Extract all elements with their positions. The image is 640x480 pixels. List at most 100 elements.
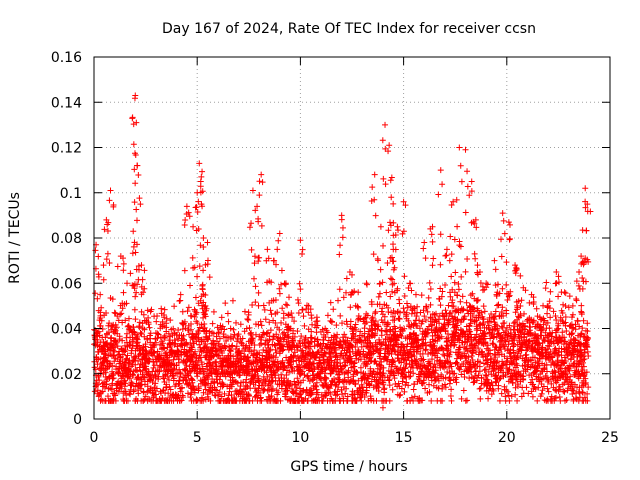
data-point: [275, 389, 282, 396]
data-point: [108, 334, 115, 341]
data-point: [230, 326, 237, 333]
data-point: [122, 346, 129, 353]
data-point: [214, 324, 221, 331]
data-point: [284, 324, 291, 331]
data-point: [288, 385, 295, 392]
data-point: [264, 359, 271, 366]
data-point: [152, 380, 159, 387]
y-tick-label: 0.06: [51, 276, 82, 292]
data-point: [294, 296, 301, 303]
data-point: [269, 374, 276, 381]
data-point: [313, 379, 320, 386]
data-point: [315, 394, 322, 401]
y-tick-label: 0.14: [51, 95, 82, 111]
y-tick-label: 0.08: [51, 231, 82, 247]
data-point: [267, 382, 274, 389]
data-point: [159, 340, 166, 347]
data-point: [131, 306, 138, 313]
data-point: [228, 383, 235, 390]
data-point: [194, 362, 201, 369]
data-point: [287, 381, 294, 388]
x-tick-label: 0: [90, 430, 99, 446]
data-point: [220, 331, 227, 338]
data-point: [129, 358, 136, 365]
data-point: [104, 393, 111, 400]
data-point: [167, 317, 174, 324]
data-point: [305, 309, 312, 316]
y-tick-label: 0.1: [60, 186, 82, 202]
data-point: [297, 364, 304, 371]
data-point: [327, 299, 334, 306]
data-point: [207, 397, 214, 404]
data-point: [302, 342, 309, 349]
data-point: [152, 391, 159, 398]
data-point: [279, 357, 286, 364]
data-point: [228, 343, 235, 350]
data-point: [227, 347, 234, 354]
data-point: [229, 297, 236, 304]
data-point: [210, 337, 217, 344]
data-point: [151, 384, 158, 391]
data-point: [244, 383, 251, 390]
data-point: [241, 308, 248, 315]
data-point: [296, 337, 303, 344]
data-point: [263, 369, 270, 376]
data-point: [183, 362, 190, 369]
data-point: [207, 380, 214, 387]
data-point: [298, 333, 305, 340]
data-point: [182, 377, 189, 384]
data-point: [111, 358, 118, 365]
data-point: [199, 365, 206, 372]
data-point: [267, 327, 274, 334]
data-point: [223, 338, 230, 345]
data-point: [244, 354, 251, 361]
data-point: [222, 373, 229, 380]
data-point: [237, 383, 244, 390]
data-point: [151, 362, 158, 369]
data-point: [137, 329, 144, 336]
data-point: [327, 391, 334, 398]
data-point: [166, 383, 173, 390]
data-point: [292, 381, 299, 388]
x-tick-label: 20: [498, 430, 516, 446]
data-point: [122, 380, 129, 387]
data-point: [208, 370, 215, 377]
data-point: [183, 349, 190, 356]
data-point: [216, 389, 223, 396]
data-point: [103, 381, 110, 388]
data-point: [126, 390, 133, 397]
data-point: [110, 375, 117, 382]
data-point: [239, 335, 246, 342]
x-axis-label: GPS time / hours: [290, 459, 407, 475]
y-tick-label: 0: [73, 412, 82, 428]
data-point: [190, 385, 197, 392]
data-point: [122, 356, 129, 363]
data-point: [235, 331, 242, 338]
data-point: [160, 375, 167, 382]
data-point: [198, 321, 205, 328]
data-point: [272, 346, 279, 353]
data-point: [192, 348, 199, 355]
data-point: [178, 397, 185, 404]
data-point: [307, 356, 314, 363]
data-point: [261, 331, 268, 338]
data-point: [256, 341, 263, 348]
data-point: [179, 308, 186, 315]
data-point: [300, 313, 307, 320]
data-point: [95, 393, 102, 400]
data-point: [257, 395, 264, 402]
data-point: [278, 319, 285, 326]
data-point: [177, 388, 184, 395]
data-point: [124, 352, 131, 359]
data-point: [165, 390, 172, 397]
data-point: [249, 335, 256, 342]
data-point: [218, 393, 225, 400]
data-point: [267, 346, 274, 353]
data-point: [191, 386, 198, 393]
data-point: [311, 360, 318, 367]
data-point: [222, 344, 229, 351]
data-point: [263, 330, 270, 337]
x-tick-label: 5: [193, 430, 202, 446]
data-point: [107, 335, 114, 342]
data-point: [124, 330, 131, 337]
